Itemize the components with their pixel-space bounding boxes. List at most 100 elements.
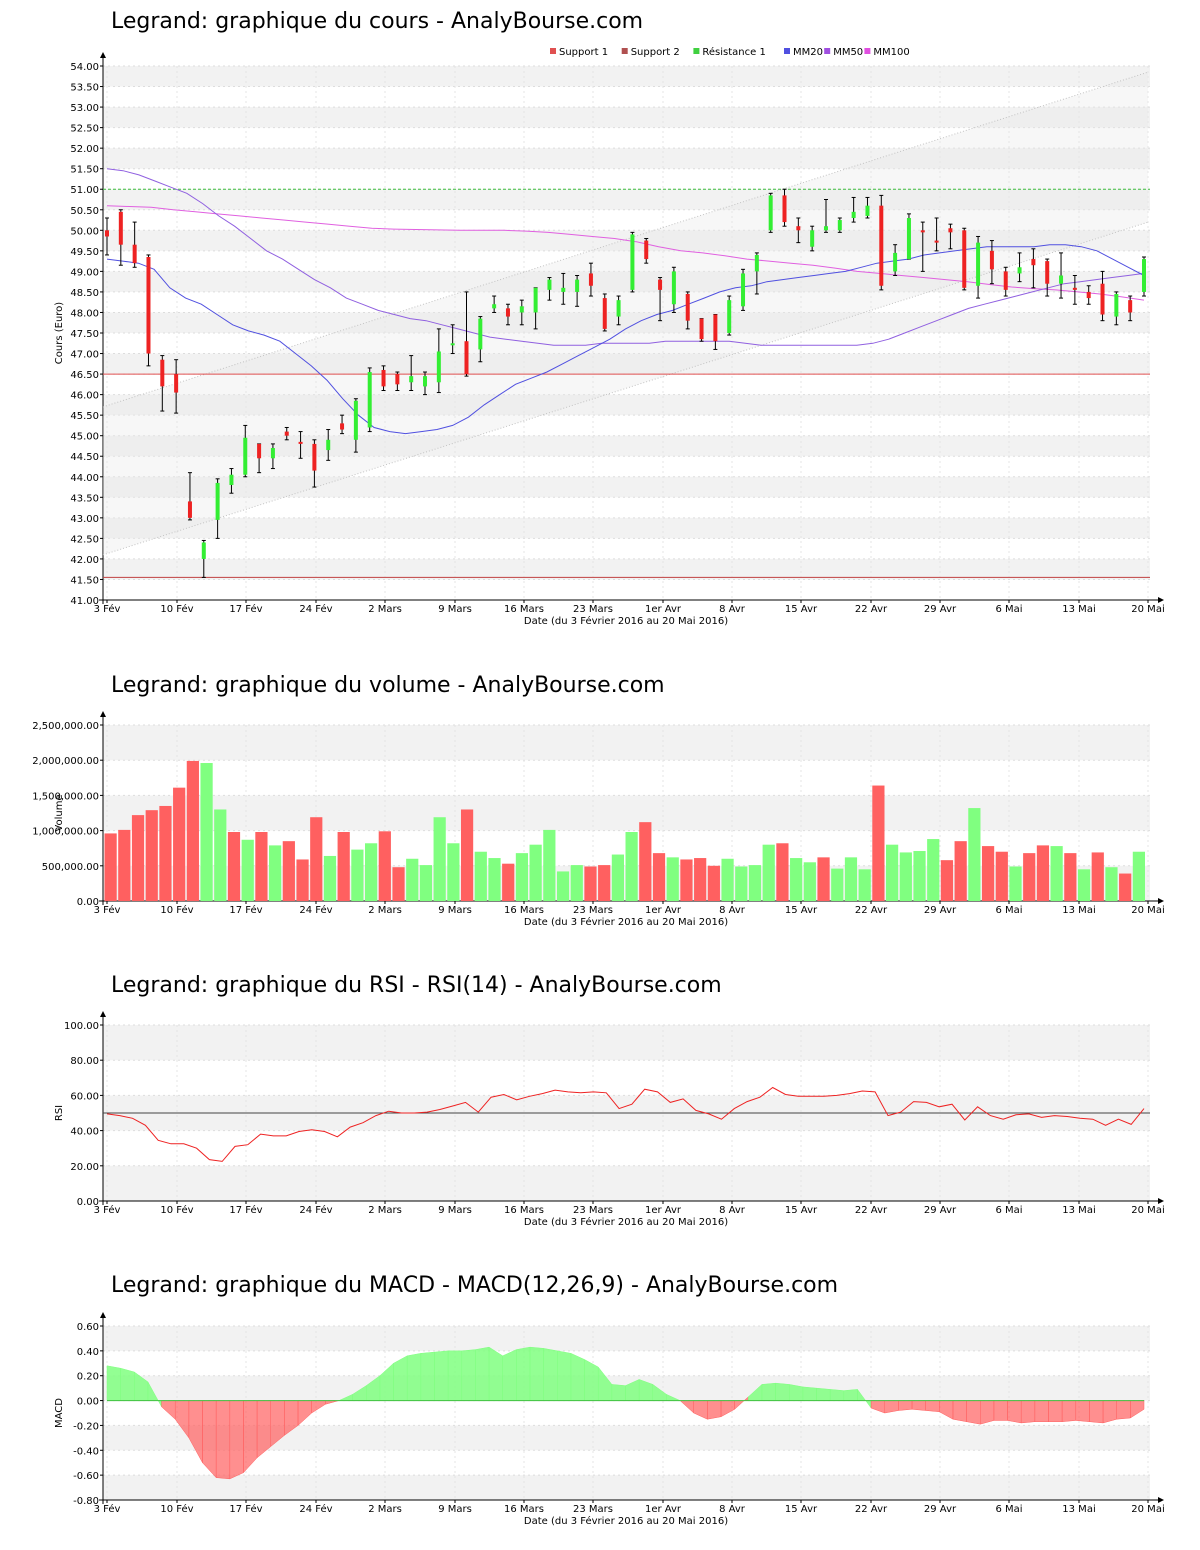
legend-swatch xyxy=(550,48,556,54)
x-tick-label: 2 Mars xyxy=(368,905,402,916)
candle-body xyxy=(174,374,179,393)
x-tick-label: 24 Fév xyxy=(299,603,332,615)
grid-band xyxy=(103,476,1150,498)
macd-area xyxy=(420,1351,435,1401)
y-tick-label: -0.80 xyxy=(73,1496,99,1507)
volume-bar xyxy=(269,845,282,901)
volume-bar xyxy=(529,844,542,901)
y-tick-label: 49.00 xyxy=(70,267,99,278)
grid-band xyxy=(103,271,1150,292)
macd-area xyxy=(597,1366,613,1401)
grid-band xyxy=(103,558,1150,580)
y-tick-label: 80.00 xyxy=(70,1056,99,1067)
volume-bar xyxy=(419,865,433,901)
candle-body xyxy=(575,279,580,292)
volume-bar xyxy=(954,841,967,901)
y-tick-label: 47.00 xyxy=(70,350,99,361)
volume-bar xyxy=(940,860,954,901)
volume-bar xyxy=(844,857,858,901)
x-tick-label: 13 Mai xyxy=(1062,1205,1095,1216)
macd-area xyxy=(843,1389,858,1401)
macd-area xyxy=(570,1352,585,1401)
macd-area xyxy=(952,1400,967,1422)
macd-chart: Legrand: graphique du MACD - MACD(12,26,… xyxy=(0,1270,1200,1540)
x-tick-label: 2 Mars xyxy=(368,1205,402,1216)
volume-bar xyxy=(515,853,529,901)
volume-bar xyxy=(1009,866,1022,901)
x-axis-label: Date (du 3 Février 2016 au 20 Mai 2016) xyxy=(524,1515,728,1527)
macd-area xyxy=(161,1400,176,1420)
macd-area xyxy=(693,1400,708,1420)
volume-bar xyxy=(173,787,186,901)
candle-body xyxy=(906,217,911,260)
y-tick-label: 53.00 xyxy=(70,103,99,114)
x-tick-label: 3 Fév xyxy=(94,1204,121,1216)
candle-body xyxy=(962,230,967,288)
legend-label: Résistance 1 xyxy=(702,46,765,58)
grid-band xyxy=(103,1025,1150,1061)
chart-title: Legrand: graphique du volume - AnalyBour… xyxy=(111,673,665,698)
candle-body xyxy=(865,205,870,216)
trend-channel xyxy=(103,72,1148,555)
y-axis-arrow xyxy=(100,1312,106,1318)
x-tick-label: 29 Avr xyxy=(924,604,957,615)
x-axis-label: Date (du 3 Février 2016 au 20 Mai 2016) xyxy=(524,916,728,928)
volume-bar xyxy=(310,817,323,901)
y-tick-label: 46.00 xyxy=(70,391,99,402)
volume-bar xyxy=(872,785,885,901)
y-tick-label: 50.50 xyxy=(70,206,99,217)
macd-area xyxy=(106,1365,121,1401)
candle-body xyxy=(229,474,234,485)
volume-bar xyxy=(447,843,460,901)
macd-area xyxy=(720,1400,735,1418)
candle-body xyxy=(561,287,566,292)
rsi-chart-svg: 100.00 80.00 60.00 40.00 20.00 0.003 Fév 10 Fé… xyxy=(54,1011,1165,1228)
volume-bar xyxy=(776,843,789,901)
y-tick-label: 45.00 xyxy=(70,432,99,443)
grid-band xyxy=(103,795,1150,831)
volume-bar xyxy=(460,809,474,901)
candle-body xyxy=(1142,259,1146,292)
macd-area xyxy=(1075,1400,1090,1422)
candle-body xyxy=(810,230,815,247)
volume-bar xyxy=(570,865,583,901)
candle-body xyxy=(768,195,773,231)
y-tick-label: -0.40 xyxy=(73,1446,99,1457)
x-tick-label: 13 Mai xyxy=(1062,905,1095,916)
y-tick-label: 53.50 xyxy=(70,83,99,94)
grid-band xyxy=(103,189,1150,210)
y-axis-arrow xyxy=(100,52,106,58)
macd-area xyxy=(1048,1400,1063,1422)
x-tick-label: 29 Avr xyxy=(924,1504,957,1515)
volume-bar xyxy=(502,863,515,901)
macd-area xyxy=(993,1400,1008,1421)
x-tick-label: 16 Mars xyxy=(504,905,544,916)
macd-area xyxy=(243,1400,258,1474)
x-tick-label: 24 Fév xyxy=(299,1503,332,1515)
volume-bar xyxy=(200,763,213,901)
volume-bar xyxy=(803,862,816,901)
volume-bar xyxy=(694,858,707,901)
legend-label: MM100 xyxy=(873,47,909,58)
chart-title: Legrand: graphique du RSI - RSI(14) - An… xyxy=(111,973,722,998)
volume-bar xyxy=(433,817,446,901)
candle-body xyxy=(505,308,510,317)
volume-bar xyxy=(556,871,570,901)
macd-area xyxy=(1116,1400,1131,1420)
y-tick-label: 0.00 xyxy=(77,1197,99,1208)
macd-area xyxy=(1061,1400,1077,1422)
volume-bar xyxy=(1105,867,1118,901)
legend-swatch xyxy=(824,48,831,54)
candle-body xyxy=(326,439,331,451)
grid-band xyxy=(103,725,1150,761)
x-tick-label: 23 Mars xyxy=(573,604,613,615)
macd-area xyxy=(1020,1400,1036,1424)
candle-body xyxy=(353,400,358,440)
y-tick-label: 48.00 xyxy=(70,308,99,319)
volume-bar xyxy=(625,832,638,901)
macd-area xyxy=(1034,1400,1049,1422)
x-tick-label: 9 Mars xyxy=(438,604,472,615)
x-tick-label: 23 Mars xyxy=(573,905,613,916)
candle-body xyxy=(630,234,635,290)
mm50-line xyxy=(106,168,1145,346)
